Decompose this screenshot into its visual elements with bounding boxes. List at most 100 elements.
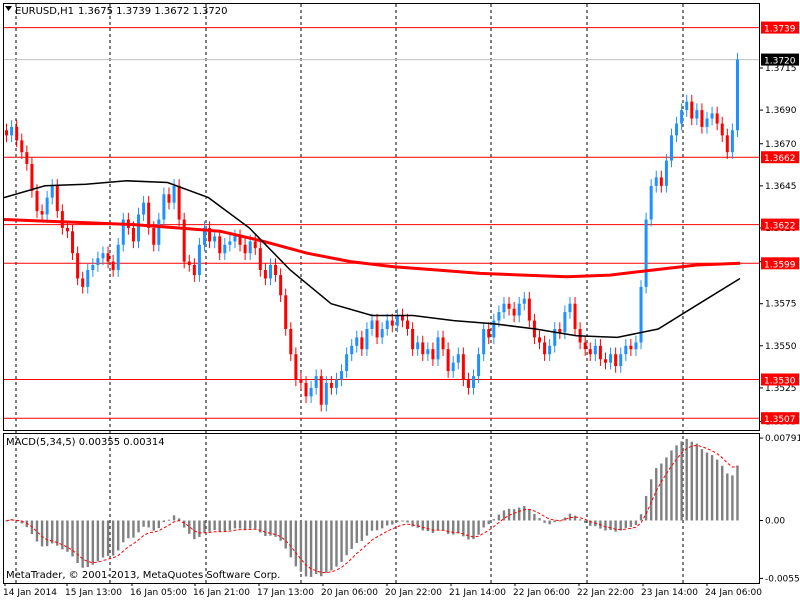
macd-histogram-bar xyxy=(426,520,430,532)
macd-histogram-bar xyxy=(695,443,699,521)
chart-menu-triangle-icon[interactable] xyxy=(5,6,12,11)
bull-candle xyxy=(619,354,623,367)
bear-candle xyxy=(411,328,415,350)
macd-histogram-bar xyxy=(589,520,592,526)
macd-histogram-bar xyxy=(731,475,734,521)
macd-histogram-bar xyxy=(66,520,69,552)
time-tick-label: 21 Jan 14:00 xyxy=(449,588,506,598)
price-tick-label: 1.3690 xyxy=(765,106,797,116)
bull-candle xyxy=(705,118,709,127)
macd-histogram-bar xyxy=(386,520,389,526)
bull-candle xyxy=(340,371,344,380)
bull-candle xyxy=(664,160,668,186)
bear-candle xyxy=(258,248,262,271)
macd-histogram-bar xyxy=(76,520,79,564)
macd-histogram-bar xyxy=(330,520,333,571)
level-price-label: 1.3599 xyxy=(764,260,796,270)
bear-candle xyxy=(20,140,24,153)
macd-histogram-bar xyxy=(670,450,673,521)
bear-candle xyxy=(299,379,303,383)
bull-candle xyxy=(395,315,399,326)
macd-histogram-bar xyxy=(228,520,232,531)
macd-histogram-bar xyxy=(649,479,653,521)
grid-layer xyxy=(15,4,684,583)
macd-histogram-bar xyxy=(578,519,582,521)
bull-candle xyxy=(350,345,354,355)
macd-histogram-bar xyxy=(309,520,313,577)
bear-candle xyxy=(507,303,511,309)
macd-histogram-bar xyxy=(507,508,511,521)
macd-histogram-bar xyxy=(96,520,100,562)
macd-histogram-bar xyxy=(634,520,638,525)
macd-histogram-bar xyxy=(147,520,150,528)
macd-histogram-bar xyxy=(289,520,292,558)
bull-candle xyxy=(497,312,501,321)
macd-histogram-bar xyxy=(421,520,424,531)
macd-histogram-bar xyxy=(71,520,74,557)
candles-layer xyxy=(5,52,739,412)
macd-histogram-bar xyxy=(127,520,130,539)
bear-candle xyxy=(40,211,44,215)
bear-candle xyxy=(431,349,435,360)
bear-candle xyxy=(441,337,445,350)
macd-label: MACD(5,34,5) 0.00355 0.00314 xyxy=(6,437,165,448)
bear-candle xyxy=(55,185,59,212)
level-price-box xyxy=(761,412,799,425)
bull-candle xyxy=(593,345,597,355)
fast-moving-average-line xyxy=(3,180,741,339)
macd-histogram-bar xyxy=(512,509,516,521)
macd-histogram-bar xyxy=(619,520,622,531)
level-price-box xyxy=(761,21,799,34)
macd-histogram-bar xyxy=(452,520,455,535)
bull-candle xyxy=(477,354,481,377)
macd-histogram-bar xyxy=(314,520,318,575)
time-tick-label: 16 Jan 05:00 xyxy=(130,588,187,598)
macd-histogram-bar xyxy=(264,520,267,537)
bear-candle xyxy=(725,135,729,153)
macd-histogram-bar xyxy=(223,520,226,532)
bull-candle xyxy=(482,328,486,355)
bull-candle xyxy=(568,303,572,313)
bear-candle xyxy=(279,275,283,296)
macd-tick-label: -0.00556 xyxy=(765,574,800,584)
bear-candle xyxy=(111,261,115,271)
bull-candle xyxy=(45,197,49,215)
bull-candle xyxy=(142,202,146,215)
bull-candle xyxy=(380,328,384,338)
bull-candle xyxy=(492,320,496,338)
macd-histogram-bar xyxy=(370,520,374,531)
macd-histogram-bar xyxy=(563,517,567,521)
macd-histogram-bar xyxy=(117,520,120,551)
bull-candle xyxy=(675,123,679,136)
bear-candle xyxy=(573,303,577,329)
macd-histogram-bar xyxy=(274,520,277,537)
macd-histogram-bar xyxy=(467,520,470,540)
macd-signal-line xyxy=(6,444,738,574)
bull-candle xyxy=(345,354,349,372)
macd-histogram-bar xyxy=(710,455,714,521)
bear-candle xyxy=(284,295,288,329)
slow-moving-average-line xyxy=(3,218,741,279)
macd-histogram-bar xyxy=(208,520,211,532)
bear-candle xyxy=(603,359,607,363)
bear-candle xyxy=(400,315,404,321)
macd-histogram-bar xyxy=(497,514,501,521)
time-tick-label: 17 Jan 13:00 xyxy=(257,588,314,598)
level-price-label: 1.3739 xyxy=(764,25,796,35)
macd-histogram-bar xyxy=(558,520,562,522)
macd-histogram-bar xyxy=(111,520,115,556)
macd-histogram-bar xyxy=(441,520,445,531)
macd-histogram-bar xyxy=(40,520,44,547)
macd-histogram-bar xyxy=(528,509,531,521)
macd-histogram-bar xyxy=(502,510,506,521)
macd-histogram-bar xyxy=(365,520,369,536)
bear-candle xyxy=(15,126,19,141)
macd-histogram-bar xyxy=(472,520,475,540)
bull-candle xyxy=(121,219,125,245)
bull-candle xyxy=(233,236,237,242)
macd-histogram-bar xyxy=(101,520,105,558)
bull-candle xyxy=(355,337,359,346)
bull-candle xyxy=(370,320,374,329)
